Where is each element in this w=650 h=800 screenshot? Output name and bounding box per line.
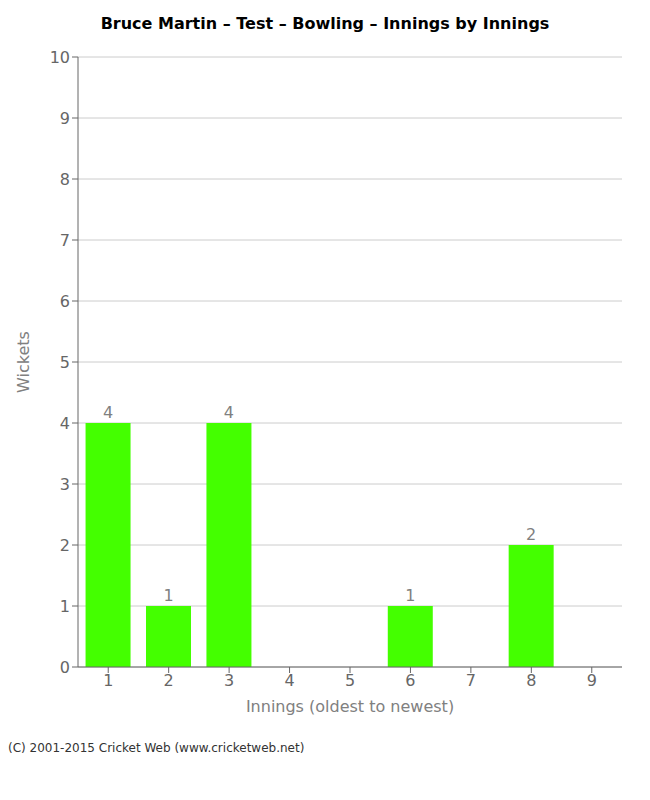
svg-text:8: 8 xyxy=(60,170,70,189)
svg-text:6: 6 xyxy=(60,292,70,311)
svg-text:5: 5 xyxy=(60,353,70,372)
svg-text:5: 5 xyxy=(345,671,355,690)
html-text:(C) 2001-2015 Cricket Web (www: (C) 2001-2015 Cricket Web (www.cricketwe… xyxy=(8,741,305,755)
svg-text:2: 2 xyxy=(526,525,536,544)
html-text:Bruce Martin – Test – Bowling: Bruce Martin – Test – Bowling – Innings … xyxy=(100,14,550,33)
svg-text:1: 1 xyxy=(163,586,173,605)
svg-text:9: 9 xyxy=(587,671,597,690)
svg-text:6: 6 xyxy=(405,671,415,690)
svg-text:8: 8 xyxy=(526,671,536,690)
svg-text:3: 3 xyxy=(60,475,70,494)
svg-text:7: 7 xyxy=(60,231,70,250)
svg-text:7: 7 xyxy=(466,671,476,690)
svg-text:1: 1 xyxy=(60,597,70,616)
svg-text:1: 1 xyxy=(103,671,113,690)
svg-text:Wickets: Wickets xyxy=(14,331,33,393)
svg-text:4: 4 xyxy=(103,403,113,422)
svg-text:3: 3 xyxy=(224,671,234,690)
svg-text:2: 2 xyxy=(164,671,174,690)
svg-text:0: 0 xyxy=(60,658,70,677)
svg-text:4: 4 xyxy=(224,403,234,422)
svg-text:1: 1 xyxy=(405,586,415,605)
svg-text:9: 9 xyxy=(60,109,70,128)
svg-text:Innings (oldest to newest): Innings (oldest to newest) xyxy=(246,697,454,716)
svg-text:4: 4 xyxy=(284,671,294,690)
svg-text:10: 10 xyxy=(50,48,70,67)
svg-text:2: 2 xyxy=(60,536,70,555)
svg-text:4: 4 xyxy=(60,414,70,433)
